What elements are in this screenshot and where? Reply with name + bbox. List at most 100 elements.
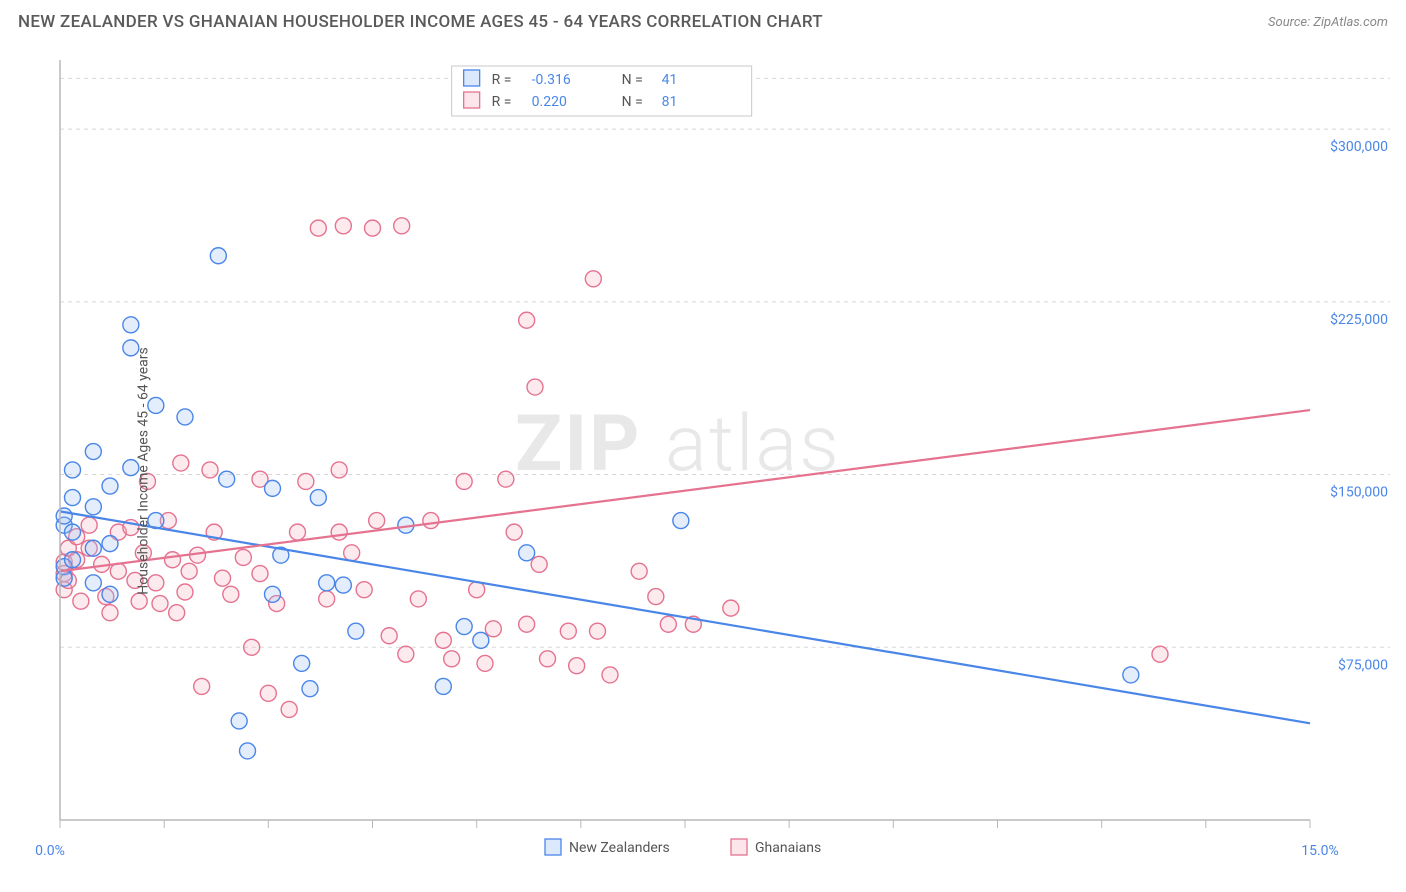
data-point (435, 632, 451, 648)
data-point (202, 462, 218, 478)
data-point (194, 678, 210, 694)
data-point (181, 563, 197, 579)
data-point (435, 678, 451, 694)
data-point (569, 658, 585, 674)
data-point (423, 513, 439, 529)
data-point (369, 513, 385, 529)
data-point (85, 540, 101, 556)
data-point (252, 566, 268, 582)
data-point (219, 471, 235, 487)
legend-n-label: N = (622, 94, 643, 110)
x-tick-label: 0.0% (35, 843, 65, 859)
data-point (177, 409, 193, 425)
data-point (590, 623, 606, 639)
watermark: atlas (665, 399, 841, 490)
y-axis-label: Householder Income Ages 45 - 64 years (136, 347, 152, 594)
legend-r-value: -0.316 (532, 72, 571, 88)
data-point (469, 582, 485, 598)
data-point (498, 471, 514, 487)
data-point (281, 701, 297, 717)
data-point (660, 616, 676, 632)
data-point (302, 681, 318, 697)
data-point (102, 586, 118, 602)
data-point (602, 667, 618, 683)
data-point (331, 524, 347, 540)
data-point (65, 552, 81, 568)
data-point (365, 220, 381, 236)
data-point (215, 570, 231, 586)
data-point (531, 556, 547, 572)
data-point (310, 490, 326, 506)
data-point (398, 646, 414, 662)
data-point (235, 549, 251, 565)
data-point (260, 685, 276, 701)
data-point (85, 575, 101, 591)
data-point (631, 563, 647, 579)
data-point (56, 570, 72, 586)
data-point (240, 743, 256, 759)
data-point (177, 584, 193, 600)
data-point (348, 623, 364, 639)
legend-swatch (464, 92, 480, 108)
data-point (131, 593, 147, 609)
y-tick-label: $300,000 (1330, 138, 1388, 155)
data-point (210, 248, 226, 264)
legend-series-label: Ghanaians (755, 840, 821, 856)
data-point (335, 577, 351, 593)
data-point (290, 524, 306, 540)
data-point (410, 591, 426, 607)
data-point (310, 220, 326, 236)
data-point (444, 651, 460, 667)
data-point (456, 473, 472, 489)
data-point (244, 639, 260, 655)
y-tick-label: $150,000 (1330, 484, 1388, 501)
data-point (723, 600, 739, 616)
data-point (81, 517, 97, 533)
data-point (527, 379, 543, 395)
data-point (169, 605, 185, 621)
scatter-chart: $75,000 $150,000 $225,000 $300,000 ZIP atlas 0… (0, 50, 1406, 892)
data-point (519, 545, 535, 561)
data-point (585, 271, 601, 287)
data-point (85, 499, 101, 515)
data-point (506, 524, 522, 540)
data-point (473, 632, 489, 648)
data-point (65, 462, 81, 478)
data-point (560, 623, 576, 639)
data-point (344, 545, 360, 561)
legend-series-label: New Zealanders (569, 840, 670, 856)
data-point (85, 444, 101, 460)
data-point (394, 218, 410, 234)
legend-swatch (731, 839, 747, 855)
data-point (102, 605, 118, 621)
chart-title: NEW ZEALANDER VS GHANAIAN HOUSEHOLDER IN… (18, 12, 823, 32)
watermark: ZIP (515, 399, 641, 490)
legend-n-label: N = (622, 72, 643, 88)
data-point (123, 317, 139, 333)
legend-n-value: 41 (662, 72, 678, 88)
legend-n-value: 81 (662, 94, 678, 110)
legend-r-value: 0.220 (532, 94, 567, 110)
y-tick-label: $75,000 (1338, 656, 1388, 673)
data-point (335, 218, 351, 234)
data-point (477, 655, 493, 671)
data-point (294, 655, 310, 671)
source-label: Source: ZipAtlas.com (1268, 15, 1388, 30)
data-point (319, 575, 335, 591)
data-point (673, 513, 689, 529)
data-point (331, 462, 347, 478)
data-point (356, 582, 372, 598)
data-point (152, 596, 168, 612)
legend-r-label: R = (492, 94, 512, 110)
data-point (485, 621, 501, 637)
data-point (231, 713, 247, 729)
data-point (519, 312, 535, 328)
data-point (110, 563, 126, 579)
y-tick-label: $225,000 (1330, 311, 1388, 328)
data-point (298, 473, 314, 489)
legend-swatch (545, 839, 561, 855)
data-point (173, 455, 189, 471)
data-point (648, 589, 664, 605)
data-point (456, 619, 472, 635)
data-point (519, 616, 535, 632)
